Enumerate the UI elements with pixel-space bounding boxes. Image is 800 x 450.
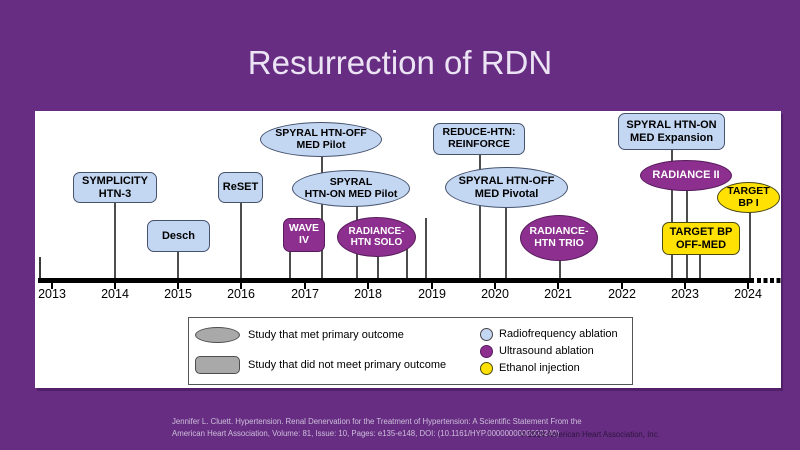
- timeline-dotted-continuation: [757, 278, 781, 283]
- year-label: 2017: [291, 287, 319, 301]
- timeline-axis: [38, 278, 754, 283]
- legend-ethanol-label: Ethanol injection: [499, 362, 580, 374]
- connector-line: [425, 218, 427, 278]
- legend-not-met-label: Study that did not meet primary outcome: [248, 359, 447, 371]
- legend-ultrasound-swatch: [480, 345, 493, 358]
- connector-line: [749, 208, 751, 278]
- legend-radiofrequency-swatch: [480, 328, 493, 341]
- year-label: 2021: [544, 287, 572, 301]
- legend-radiofrequency-label: Radiofrequency ablation: [499, 328, 618, 340]
- year-tick: [431, 283, 433, 289]
- connector-line: [240, 203, 242, 278]
- study-desch: Desch: [147, 220, 210, 252]
- year-tick: [747, 283, 749, 289]
- year-tick: [114, 283, 116, 289]
- connector-line: [321, 150, 323, 278]
- connector-line: [699, 250, 701, 278]
- study-reset: ReSET: [218, 172, 263, 203]
- year-tick: [557, 283, 559, 289]
- legend-met-label: Study that met primary outcome: [248, 329, 404, 341]
- slide-title: Resurrection of RDN: [247, 44, 553, 81]
- connector-line: [479, 150, 481, 278]
- connector-line: [377, 250, 379, 278]
- year-tick: [494, 283, 496, 289]
- study-target-bp-i: TARGET BP I: [717, 182, 780, 213]
- year-label: 2022: [608, 287, 636, 301]
- connector-line: [114, 203, 116, 278]
- connector-line: [671, 145, 673, 278]
- study-radiance-htn-solo: RADIANCE- HTN SOLO: [337, 217, 416, 257]
- year-label: 2016: [227, 287, 255, 301]
- study-spyral-htn-on-med-expansion: SPYRAL HTN-ON MED Expansion: [618, 113, 725, 150]
- year-label: 2014: [101, 287, 129, 301]
- year-tick: [684, 283, 686, 289]
- connector-line: [177, 252, 179, 278]
- year-tick: [304, 283, 306, 289]
- year-tick: [177, 283, 179, 289]
- connector-line: [406, 248, 408, 278]
- legend-ultrasound-label: Ultrasound ablation: [499, 345, 594, 357]
- study-target-bp-off-med: TARGET BP OFF-MED: [662, 222, 740, 255]
- citation-text: Jennifer L. Cluett. Hypertension. Renal …: [172, 416, 582, 440]
- year-label: 2019: [418, 287, 446, 301]
- connector-line: [505, 202, 507, 278]
- year-tick: [51, 283, 53, 289]
- study-spyral-htn-on-med-pilot: SPYRAL HTN-ON MED Pilot: [292, 170, 410, 207]
- year-label: 2013: [38, 287, 66, 301]
- study-spyral-htn-off-med-pivotal: SPYRAL HTN-OFF MED Pivotal: [445, 167, 568, 208]
- year-tick: [240, 283, 242, 289]
- year-label: 2023: [671, 287, 699, 301]
- connector-line: [559, 255, 561, 278]
- year-label: 2020: [481, 287, 509, 301]
- year-label: 2024: [734, 287, 762, 301]
- year-tick: [621, 283, 623, 289]
- connector-line: [289, 245, 291, 278]
- study-radiance-htn-trio: RADIANCE- HTN TRIO: [520, 215, 598, 261]
- study-spyral-htn-off-med-pilot: SPYRAL HTN-OFF MED Pilot: [260, 122, 382, 157]
- year-label: 2018: [354, 287, 382, 301]
- legend-rectangle-swatch: [195, 356, 240, 374]
- citation-line1: Jennifer L. Cluett. Hypertension. Renal …: [172, 417, 582, 426]
- year-tick: [367, 283, 369, 289]
- study-symplicity-htn-3: SYMPLICITY HTN-3: [73, 172, 157, 203]
- copyright-overlay-text: © 2024 American Heart Association, Inc.: [520, 430, 660, 439]
- legend-ellipse-swatch: [195, 327, 240, 343]
- year-label: 2015: [164, 287, 192, 301]
- study-reduce-htn-reinforce: REDUCE-HTN: REINFORCE: [433, 123, 525, 155]
- legend-ethanol-swatch: [480, 362, 493, 375]
- legend-box: Study that met primary outcome Study tha…: [188, 317, 633, 385]
- timeline-start-cap: [39, 257, 41, 283]
- citation-line2: American Heart Association, Volume: 81, …: [172, 429, 560, 438]
- study-wave-iv: WAVE IV: [283, 218, 325, 252]
- study-radiance-ii: RADIANCE II: [640, 160, 732, 191]
